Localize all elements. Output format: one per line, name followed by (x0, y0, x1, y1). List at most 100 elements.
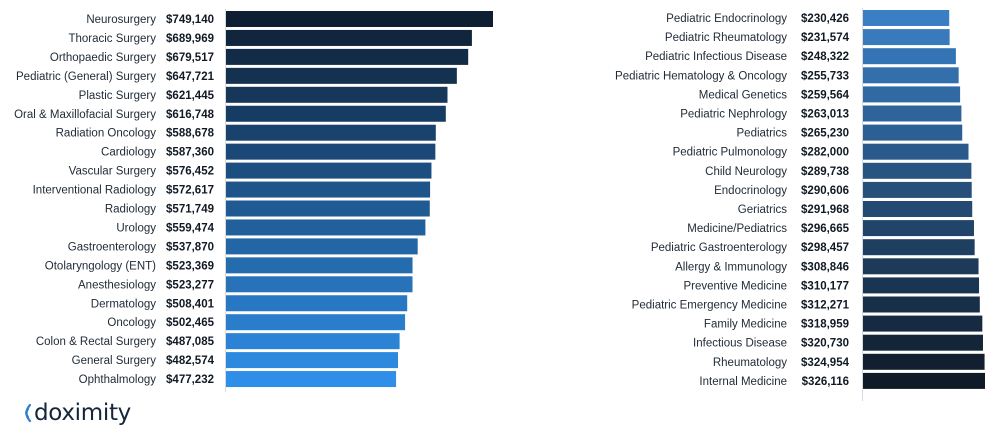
value-label: $326,116 (802, 376, 849, 388)
value-label: $559,474 (166, 222, 215, 234)
bar (863, 86, 961, 103)
category-label: Anesthesiology (78, 279, 156, 291)
category-label: Pediatric Infectious Disease (645, 51, 787, 63)
value-label: $324,954 (801, 357, 850, 369)
value-label: $230,426 (801, 13, 849, 25)
value-label: $616,748 (166, 109, 215, 121)
category-label: Oncology (107, 317, 156, 329)
bar (226, 276, 413, 293)
category-label: Urology (116, 222, 156, 234)
category-label: Plastic Surgery (79, 90, 157, 102)
bar (863, 67, 959, 84)
value-label: $571,749 (166, 204, 214, 216)
category-label: Pediatric Hematology & Oncology (615, 70, 787, 82)
bar (863, 277, 980, 294)
chart-right: Pediatric Endocrinology $230,426 Pediatric… (615, 8, 985, 401)
value-label: $749,140 (166, 14, 214, 26)
value-label: $508,401 (166, 298, 215, 310)
category-label: Colon & Rectal Surgery (36, 336, 156, 348)
chart-left: Neurosurgery $749,140 Thoracic Surgery $689… (14, 9, 493, 392)
category-label: Family Medicine (704, 319, 787, 331)
category-label: Cardiology (101, 147, 156, 159)
value-label: $689,969 (166, 33, 214, 45)
category-label: Pediatric Emergency Medicine (632, 300, 787, 312)
value-label: $588,678 (166, 128, 215, 140)
category-label: Medicine/Pediatrics (687, 223, 787, 235)
bar (226, 219, 426, 236)
category-label: Ophthalmology (79, 374, 157, 386)
value-label: $248,322 (801, 51, 849, 63)
value-label: $621,445 (166, 90, 215, 102)
value-label: $259,564 (801, 89, 850, 101)
bar (226, 86, 448, 103)
value-label: $265,230 (801, 128, 849, 140)
value-label: $290,606 (801, 185, 849, 197)
value-label: $576,452 (166, 166, 214, 178)
bar (226, 371, 397, 388)
value-label: $291,968 (801, 204, 850, 216)
bar (863, 220, 974, 237)
bar (226, 48, 469, 65)
bar (863, 353, 985, 370)
bar (226, 295, 408, 312)
category-label: Child Neurology (705, 166, 787, 178)
doximity-logo: doximity (18, 400, 131, 426)
value-label: $679,517 (166, 52, 214, 64)
value-label: $289,738 (801, 166, 850, 178)
category-label: Thoracic Surgery (68, 33, 156, 45)
value-label: $320,730 (801, 338, 849, 350)
category-label: Interventional Radiology (33, 185, 157, 197)
category-label: Radiology (105, 204, 156, 216)
category-label: Neurosurgery (86, 14, 156, 26)
category-label: Gastroenterology (68, 241, 156, 253)
value-label: $482,574 (166, 355, 215, 367)
bar (863, 124, 963, 141)
bar (226, 352, 398, 369)
value-label: $537,870 (166, 241, 214, 253)
bar (863, 201, 973, 217)
bar (863, 181, 972, 198)
bar (226, 162, 432, 179)
category-label: Infectious Disease (693, 338, 787, 350)
bar (863, 162, 972, 179)
value-label: $263,013 (801, 109, 849, 121)
category-label: Pediatric Nephrology (680, 109, 787, 121)
doximity-signal-icon (25, 403, 32, 423)
bar (863, 143, 969, 160)
bar (226, 200, 430, 217)
category-label: Dermatology (91, 298, 156, 310)
category-label: Allergy & Immunology (675, 261, 787, 273)
category-label: Endocrinology (714, 185, 787, 197)
bar (226, 181, 431, 198)
category-label: Oral & Maxillofacial Surgery (14, 109, 156, 121)
bar (226, 11, 493, 27)
value-label: $255,733 (801, 70, 849, 82)
bar (863, 334, 983, 351)
value-label: $487,085 (166, 336, 215, 348)
value-label: $502,465 (166, 317, 215, 329)
category-label: Pediatric Gastroenterology (651, 242, 787, 254)
value-label: $312,271 (801, 300, 850, 312)
value-label: $308,846 (801, 261, 849, 273)
value-label: $572,617 (166, 185, 214, 197)
bar (863, 29, 950, 46)
brand-name: doximity (34, 400, 131, 426)
value-label: $587,360 (166, 147, 214, 159)
bar (226, 238, 418, 255)
value-label: $477,232 (166, 374, 214, 386)
bar (863, 258, 979, 275)
category-label: Pediatric Pulmonology (673, 147, 788, 159)
category-label: Geriatrics (738, 204, 787, 216)
category-label: Radiation Oncology (56, 128, 157, 140)
value-label: $282,000 (801, 147, 849, 159)
bar (226, 333, 400, 350)
category-label: Otolaryngology (ENT) (45, 260, 156, 272)
value-label: $296,665 (801, 223, 850, 235)
bar (863, 315, 983, 332)
value-label: $523,369 (166, 260, 214, 272)
bar (226, 105, 446, 122)
value-label: $318,959 (801, 319, 849, 331)
bar (226, 314, 406, 331)
bar (863, 105, 962, 122)
